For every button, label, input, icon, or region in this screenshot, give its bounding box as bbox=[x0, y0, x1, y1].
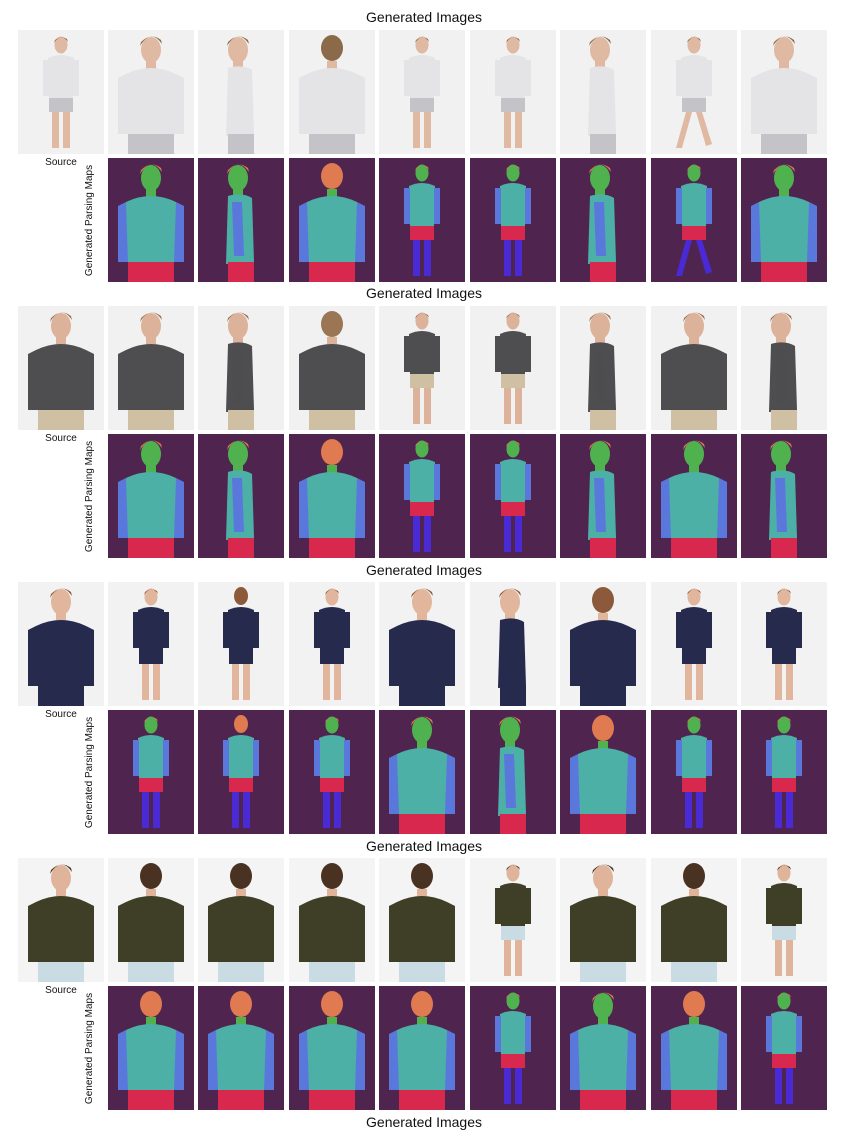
parsing-maps-label-text: Generated Parsing Maps bbox=[84, 716, 96, 828]
parsing-map bbox=[651, 710, 737, 834]
generated-image bbox=[108, 306, 194, 430]
generated-image bbox=[560, 858, 646, 982]
generated-image bbox=[198, 30, 284, 154]
generated-image bbox=[560, 306, 646, 430]
parsing-map bbox=[470, 434, 556, 558]
generated-image bbox=[741, 306, 827, 430]
parsing-map bbox=[379, 710, 465, 834]
parsing-map bbox=[379, 986, 465, 1110]
parsing-map bbox=[560, 710, 646, 834]
parsing-maps-label: Generated Parsing Maps bbox=[72, 986, 108, 1110]
parsing-map bbox=[470, 710, 556, 834]
generated-image bbox=[198, 582, 284, 706]
parsing-map bbox=[651, 158, 737, 282]
parsing-map bbox=[198, 434, 284, 558]
parsing-map bbox=[741, 986, 827, 1110]
parsing-map bbox=[198, 710, 284, 834]
generated-image bbox=[560, 30, 646, 154]
parsing-maps-label: Generated Parsing Maps bbox=[72, 710, 108, 834]
generated-images-caption: Generated Images bbox=[366, 838, 482, 854]
generated-image bbox=[108, 858, 194, 982]
parsing-maps-label-text: Generated Parsing Maps bbox=[84, 164, 96, 276]
parsing-map bbox=[108, 434, 194, 558]
bottom-caption: Generated Images bbox=[366, 1114, 482, 1130]
parsing-map bbox=[560, 986, 646, 1110]
parsing-map bbox=[470, 158, 556, 282]
generated-images-caption: Generated Images bbox=[366, 285, 482, 301]
parsing-map bbox=[289, 434, 375, 558]
source-label: Source bbox=[45, 985, 77, 996]
generated-image bbox=[741, 858, 827, 982]
generated-image bbox=[470, 582, 556, 706]
generated-image bbox=[470, 30, 556, 154]
parsing-map bbox=[289, 986, 375, 1110]
generated-image bbox=[379, 306, 465, 430]
generated-image bbox=[379, 30, 465, 154]
generated-image bbox=[198, 858, 284, 982]
source-image bbox=[18, 306, 104, 430]
parsing-map bbox=[198, 158, 284, 282]
parsing-map bbox=[289, 710, 375, 834]
generated-image bbox=[560, 582, 646, 706]
parsing-map bbox=[379, 434, 465, 558]
source-image bbox=[18, 582, 104, 706]
generated-image bbox=[470, 858, 556, 982]
parsing-map bbox=[198, 986, 284, 1110]
generated-image bbox=[651, 582, 737, 706]
parsing-map bbox=[470, 986, 556, 1110]
parsing-map bbox=[379, 158, 465, 282]
generated-image bbox=[651, 306, 737, 430]
parsing-map bbox=[289, 158, 375, 282]
parsing-map bbox=[651, 434, 737, 558]
parsing-map bbox=[741, 434, 827, 558]
parsing-map bbox=[741, 710, 827, 834]
generated-image bbox=[108, 30, 194, 154]
source-label: Source bbox=[45, 709, 77, 720]
parsing-map bbox=[560, 434, 646, 558]
parsing-map bbox=[651, 986, 737, 1110]
parsing-map bbox=[108, 986, 194, 1110]
source-label: Source bbox=[45, 157, 77, 168]
parsing-maps-label-text: Generated Parsing Maps bbox=[84, 440, 96, 552]
parsing-map bbox=[108, 710, 194, 834]
generated-image bbox=[741, 30, 827, 154]
source-label: Source bbox=[45, 433, 77, 444]
generated-image bbox=[741, 582, 827, 706]
parsing-map bbox=[741, 158, 827, 282]
source-image bbox=[18, 30, 104, 154]
generated-image bbox=[198, 306, 284, 430]
parsing-maps-label-text: Generated Parsing Maps bbox=[84, 992, 96, 1104]
parsing-maps-label: Generated Parsing Maps bbox=[72, 434, 108, 558]
generated-image bbox=[108, 582, 194, 706]
generated-images-caption: Generated Images bbox=[366, 562, 482, 578]
generated-image bbox=[379, 858, 465, 982]
parsing-map bbox=[560, 158, 646, 282]
generated-image bbox=[289, 858, 375, 982]
generated-image bbox=[651, 30, 737, 154]
generated-image bbox=[289, 582, 375, 706]
parsing-maps-label: Generated Parsing Maps bbox=[72, 158, 108, 282]
generated-images-caption: Generated Images bbox=[366, 9, 482, 25]
generated-image bbox=[651, 858, 737, 982]
generated-image bbox=[470, 306, 556, 430]
generated-image bbox=[379, 582, 465, 706]
parsing-map bbox=[108, 158, 194, 282]
source-image bbox=[18, 858, 104, 982]
generated-image bbox=[289, 306, 375, 430]
generated-image bbox=[289, 30, 375, 154]
